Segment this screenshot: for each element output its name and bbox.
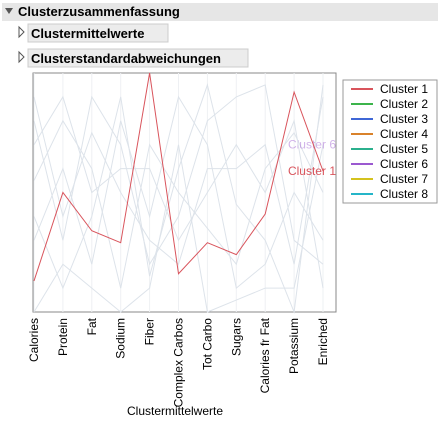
series-line: [33, 83, 324, 314]
x-axis-title: Clustermittelwerte: [127, 404, 223, 418]
x-tick-label: Sodium: [114, 318, 128, 359]
x-tick-label: Protein: [56, 318, 70, 356]
legend-label: Cluster 6: [380, 157, 428, 171]
legend-label: Cluster 2: [380, 97, 428, 111]
header-bar: [2, 3, 438, 21]
section-box[interactable]: [27, 23, 169, 43]
legend-label: Cluster 7: [380, 172, 428, 186]
disclosure-closed[interactable]: [18, 25, 25, 39]
x-tick-label: Fat: [85, 317, 99, 335]
section-title[interactable]: Clusterstandardabweichungen: [31, 51, 221, 66]
legend-label: Cluster 1: [380, 82, 428, 96]
end-label: Cluster 6: [288, 138, 336, 152]
section-box[interactable]: [27, 48, 249, 68]
x-tick-label: Calories fr Fat: [258, 317, 272, 393]
series-line: [33, 95, 324, 289]
series-line: [33, 95, 324, 290]
legend-label: Cluster 3: [380, 112, 428, 126]
series-line: [33, 144, 324, 313]
x-tick-label: Complex Carbos: [172, 318, 186, 407]
series-line: [33, 119, 324, 289]
end-label: Cluster 1: [288, 164, 336, 178]
legend-label: Cluster 5: [380, 142, 428, 156]
x-tick-label: Calories: [27, 318, 41, 362]
legend-box: [342, 79, 438, 204]
x-tick-label: Sugars: [229, 318, 243, 356]
x-tick-label: Potassium: [287, 318, 301, 374]
x-tick-label: Enriched: [316, 318, 330, 365]
x-tick-label: Fiber: [143, 318, 157, 345]
disclosure-open[interactable]: [5, 8, 13, 14]
section-title[interactable]: Clustermittelwerte: [31, 26, 144, 41]
x-tick-label: Tot Carbo: [200, 318, 214, 370]
legend-label: Cluster 8: [380, 187, 428, 201]
legend-label: Cluster 4: [380, 127, 428, 141]
disclosure-closed[interactable]: [18, 50, 25, 64]
header-title: Clusterzusammenfassung: [18, 4, 180, 19]
series-line: [33, 72, 324, 282]
series-line: [33, 84, 324, 266]
